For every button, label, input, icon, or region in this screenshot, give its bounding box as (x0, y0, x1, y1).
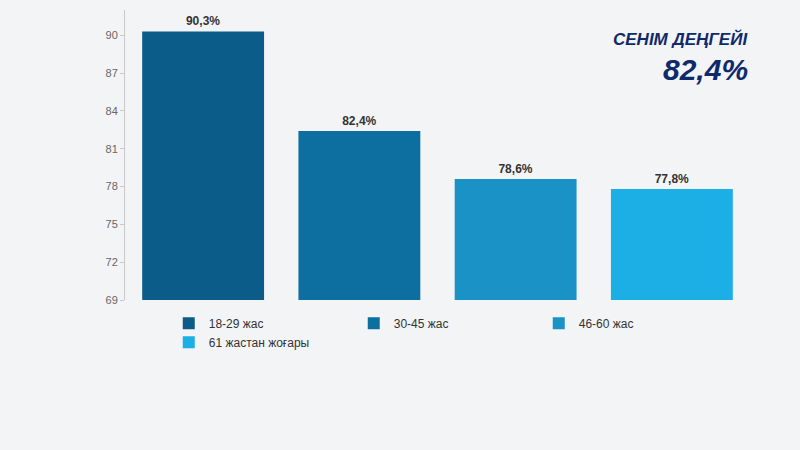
svg-text:90: 90 (106, 29, 118, 41)
svg-text:77,8%: 77,8% (655, 172, 689, 186)
svg-text:90,3%: 90,3% (186, 14, 220, 28)
svg-text:46-60 жас: 46-60 жас (579, 317, 634, 331)
svg-text:78: 78 (106, 180, 118, 192)
svg-text:61 жастан жоғары: 61 жастан жоғары (209, 336, 309, 350)
svg-text:87: 87 (106, 67, 118, 79)
svg-text:СЕНІМ ДЕҢГЕЙІ: СЕНІМ ДЕҢГЕЙІ (613, 29, 748, 49)
svg-text:30-45 жас: 30-45 жас (394, 317, 449, 331)
svg-text:72: 72 (106, 256, 118, 268)
svg-text:78,6%: 78,6% (498, 162, 532, 176)
svg-text:69: 69 (106, 294, 118, 306)
svg-text:18-29 жас: 18-29 жас (209, 317, 264, 331)
svg-text:84: 84 (106, 105, 118, 117)
svg-text:75: 75 (106, 218, 118, 230)
svg-text:82,4%: 82,4% (663, 53, 748, 86)
svg-text:82,4%: 82,4% (342, 114, 376, 128)
svg-text:81: 81 (106, 143, 118, 155)
